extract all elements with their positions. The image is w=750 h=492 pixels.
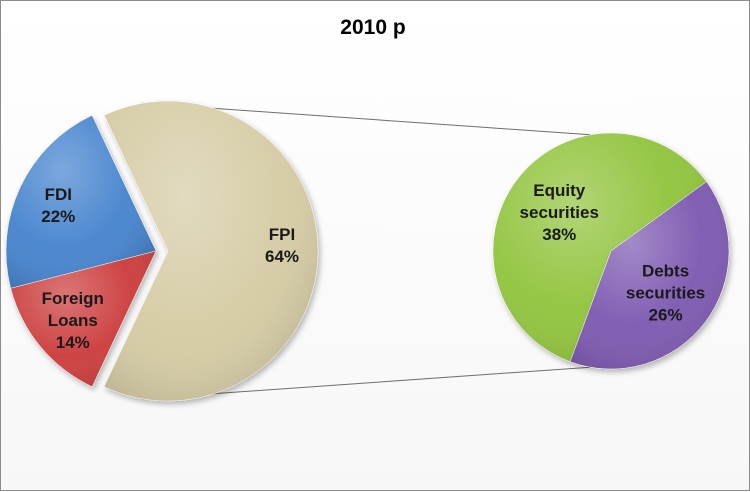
slice-label-line: FPI [269, 225, 295, 244]
slice-label-line: Debts [642, 261, 689, 280]
breakdown-pie [492, 132, 730, 370]
connector-line-top [141, 102, 591, 136]
chart-title: 2010 p [340, 16, 405, 39]
slice-label-line: Equity [533, 181, 585, 200]
connector-lines [141, 102, 591, 400]
slice-label-foreign-loans: Foreign Loans 14% [42, 289, 104, 352]
pie-slice-gloss [10, 251, 156, 387]
pie-slice-gloss [492, 133, 707, 362]
slice-label-line: securities [626, 283, 705, 302]
slice-label-equity-securities: Equity securities 38% [520, 181, 599, 244]
pie-slice-gloss [570, 181, 729, 370]
pie-slice-gloss [104, 101, 319, 402]
slice-label-line: securities [520, 203, 599, 222]
slice-label-debts-securities: Debts securities 26% [626, 261, 705, 324]
slice-label-fpi: FPI 64% [265, 225, 299, 266]
slice-label-line: 38% [542, 225, 576, 244]
slice-label-line: Loans [48, 311, 98, 330]
slice-label-line: 26% [649, 305, 683, 324]
slice-label-line: FDI [45, 185, 72, 204]
slice-label-line: Foreign [42, 289, 104, 308]
main-pie [5, 100, 319, 402]
slice-label-line: 22% [41, 207, 75, 226]
slice-label-fdi: FDI 22% [41, 185, 75, 226]
slice-label-line: 64% [265, 247, 299, 266]
slice-labels: FPI 64% FDI 22% Foreign Loans 14% Equity securit… [41, 181, 705, 352]
connector-line-bottom [141, 366, 591, 400]
slice-label-line: 14% [56, 333, 90, 352]
pie-slice-gloss [5, 115, 157, 289]
